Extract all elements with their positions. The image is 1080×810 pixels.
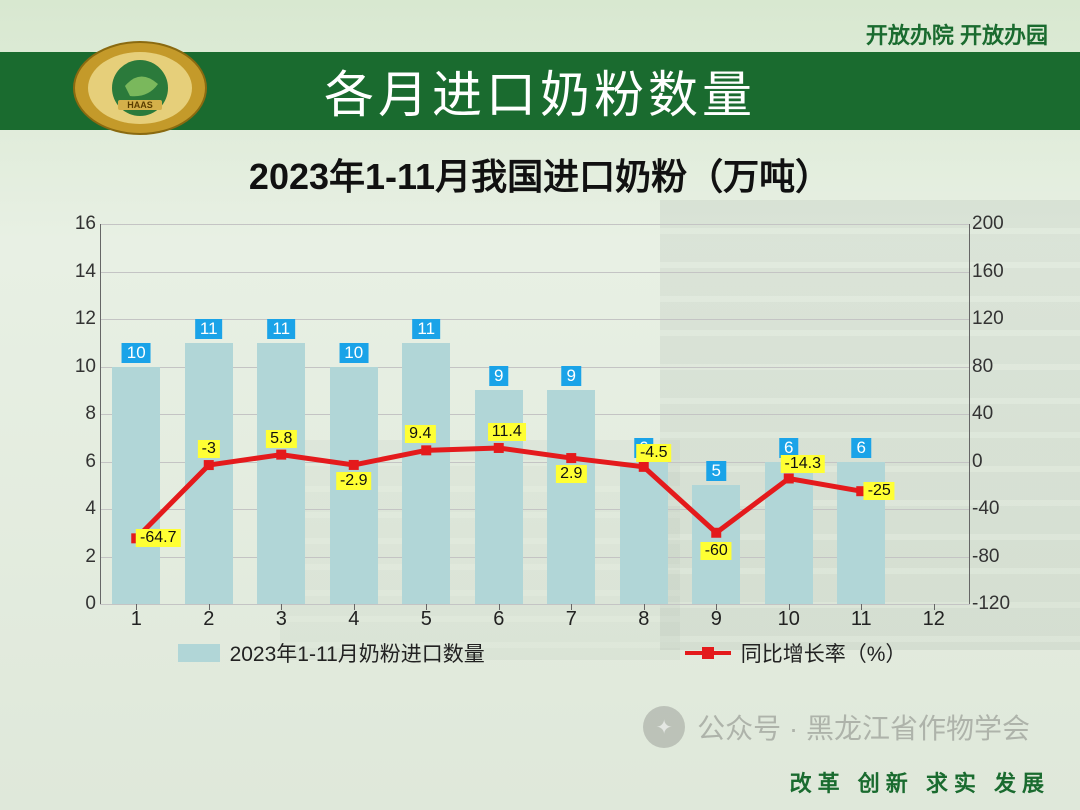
x-axis-label: 9 — [711, 608, 722, 631]
x-axis-label: 4 — [348, 608, 359, 631]
legend-line-label: 同比增长率（%） — [741, 638, 907, 668]
y-right-tick: -40 — [972, 498, 1022, 520]
line-value-label: -2.9 — [336, 472, 372, 490]
watermark: ✦ 公众号 · 黑龙江省作物学会 — [643, 706, 1030, 748]
y-right-tick: 80 — [972, 356, 1022, 378]
y-left-tick: 2 — [62, 546, 96, 568]
line-series — [100, 224, 970, 604]
wechat-icon: ✦ — [643, 706, 685, 748]
y-right-tick: 40 — [972, 403, 1022, 425]
line-value-label: -25 — [864, 482, 895, 500]
x-axis-label: 10 — [778, 608, 800, 631]
y-left-tick: 0 — [62, 593, 96, 615]
line-value-label: 5.8 — [266, 430, 296, 448]
legend-line: 同比增长率（%） — [685, 638, 907, 668]
y-right-tick: 160 — [972, 261, 1022, 283]
legend-bar-swatch — [178, 644, 220, 662]
x-axis-label: 5 — [421, 608, 432, 631]
chart-legend: 2023年1-11月奶粉进口数量 同比增长率（%） — [62, 636, 1022, 670]
line-value-label: -60 — [701, 542, 732, 560]
legend-bar: 2023年1-11月奶粉进口数量 — [178, 638, 485, 668]
svg-text:HAAS: HAAS — [127, 100, 153, 110]
x-axis-label: 7 — [566, 608, 577, 631]
y-left-tick: 16 — [62, 213, 96, 235]
x-axis-label: 6 — [493, 608, 504, 631]
y-right-tick: 0 — [972, 451, 1022, 473]
y-right-tick: -120 — [972, 593, 1022, 615]
chart-area: 0246810121416 -120-80-4004080120160200 1… — [62, 212, 1022, 670]
line-value-label: -14.3 — [781, 455, 825, 473]
x-axis-label: 8 — [638, 608, 649, 631]
y-left-tick: 8 — [62, 403, 96, 425]
legend-bar-label: 2023年1-11月奶粉进口数量 — [230, 638, 485, 668]
y-right-tick: 200 — [972, 213, 1022, 235]
x-axis-label: 1 — [131, 608, 142, 631]
y-left-tick: 6 — [62, 451, 96, 473]
y-left-tick: 12 — [62, 308, 96, 330]
y-right-tick: -80 — [972, 546, 1022, 568]
y-right-tick: 120 — [972, 308, 1022, 330]
line-value-label: -64.7 — [136, 529, 180, 547]
top-right-slogan: 开放办院 开放办园 — [866, 18, 1048, 50]
logo: HAAS — [70, 38, 210, 138]
y-left-tick: 10 — [62, 356, 96, 378]
footer-slogan: 改革 创新 求实 发展 — [790, 766, 1050, 798]
line-value-label: 11.4 — [488, 423, 526, 441]
watermark-text: 公众号 · 黑龙江省作物学会 — [697, 707, 1030, 747]
x-axis-label: 11 — [851, 608, 872, 631]
legend-line-swatch — [685, 651, 731, 655]
chart-subtitle: 2023年1-11月我国进口奶粉（万吨） — [0, 148, 1080, 200]
line-value-label: -3 — [198, 440, 220, 458]
x-axis-label: 2 — [203, 608, 214, 631]
y-left-tick: 14 — [62, 261, 96, 283]
line-value-label: 9.4 — [405, 425, 435, 443]
x-axis-label: 12 — [923, 608, 945, 631]
line-value-label: 2.9 — [556, 465, 586, 483]
y-left-tick: 4 — [62, 498, 96, 520]
x-axis-label: 3 — [276, 608, 287, 631]
line-value-label: -4.5 — [636, 444, 672, 462]
